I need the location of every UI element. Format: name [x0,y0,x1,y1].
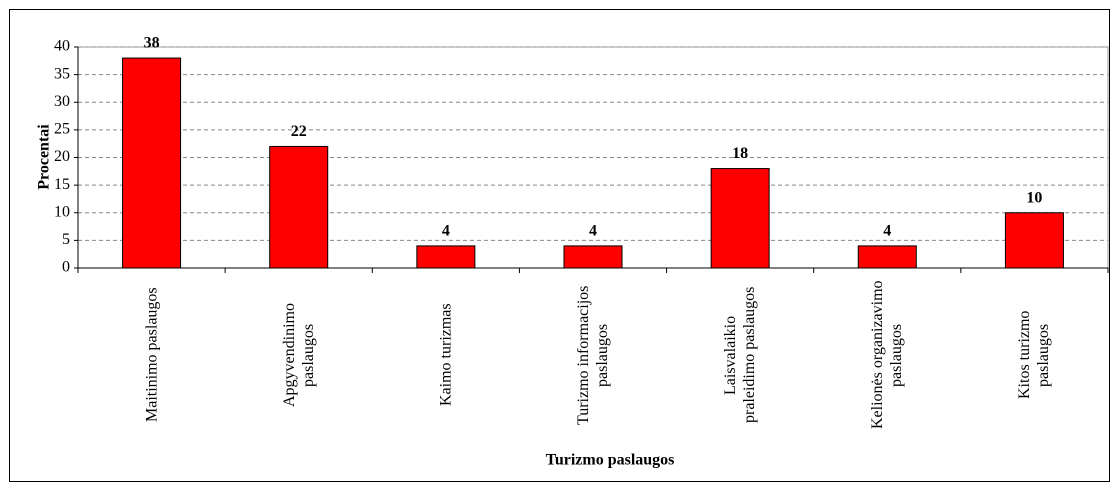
x-tick-label: Laisvalaikio praleidimo paslaugos [722,286,759,424]
y-tick-label: 5 [62,231,70,248]
y-tick-label: 25 [54,121,70,138]
y-tick-label: 0 [62,259,70,276]
x-tick-label: Kelionės organizavimo paslaugos [869,280,906,430]
y-tick-label: 35 [54,65,70,82]
y-tick-label: 40 [54,38,70,55]
x-tick-label: Maitinimo paslaugos [143,287,161,423]
bar [857,245,917,269]
data-label: 18 [732,145,748,162]
x-tick-label: Kitos turizmo paslaugos [1016,310,1053,400]
x-tick-label: Kaimo turizmas [437,303,455,407]
data-label: 4 [589,223,597,240]
data-label: 10 [1026,189,1042,206]
x-tick-label: Apgyvendinimo paslaugos [280,303,317,407]
chart-border [9,9,1110,482]
y-tick-label: 30 [54,93,70,110]
bar [269,145,329,269]
bar [416,245,476,269]
y-tick-label: 20 [54,148,70,165]
bar [1004,212,1064,269]
x-tick-label: Turizmo informacijos paslaugos [575,285,611,425]
data-label: 22 [291,123,307,140]
y-tick-label: 15 [54,176,70,193]
data-label: 38 [144,35,160,52]
data-label: 4 [442,223,450,240]
y-axis-title: Procentai [36,124,53,190]
bar [122,57,182,269]
x-axis-title: Turizmo paslaugos [546,452,675,469]
bar [563,245,623,269]
data-label: 4 [883,223,891,240]
y-tick-label: 10 [54,203,70,220]
bar [710,168,770,269]
